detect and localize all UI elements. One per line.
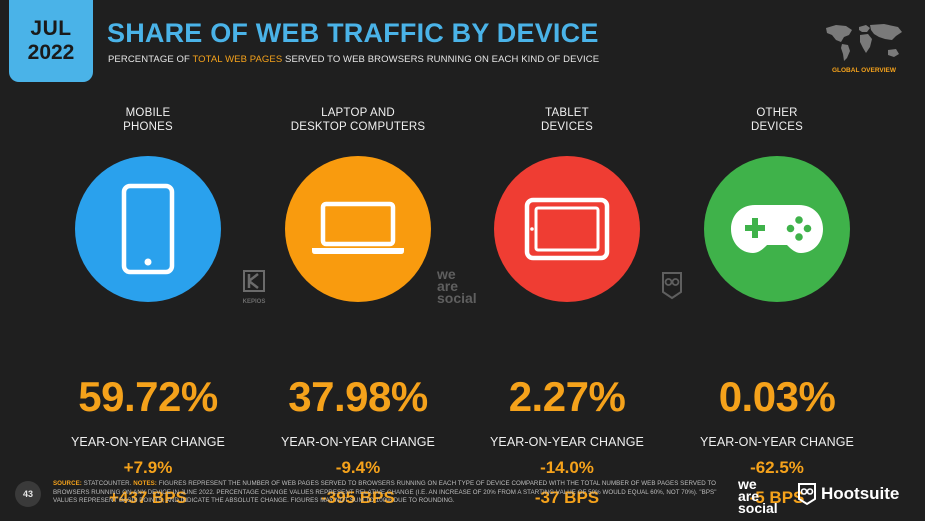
device-circle — [75, 156, 221, 302]
share-value: 59.72% — [78, 373, 218, 420]
global-overview-label: GLOBAL OVERVIEW — [831, 67, 897, 74]
world-map: GLOBAL OVERVIEW — [818, 20, 910, 80]
hootsuite-owl-watermark — [660, 270, 684, 305]
share-value: 2.27% — [508, 373, 626, 420]
subtitle-pre: PERCENTAGE OF — [108, 54, 193, 65]
page-subtitle: PERCENTAGE OF TOTAL WEB PAGES SERVED TO … — [108, 54, 599, 65]
device-label: LAPTOP AND DESKTOP COMPUTERS — [253, 106, 463, 136]
yoy-label: YEAR-ON-YEAR CHANGE — [280, 435, 435, 449]
device-circle — [494, 156, 640, 302]
hootsuite-logo-text: Hootsuite — [821, 484, 900, 503]
kepios-logo-icon — [243, 270, 265, 292]
world-map-icon — [826, 24, 902, 61]
yoy-bps: -5 BPS — [749, 488, 805, 507]
device-label: OTHER DEVICES — [672, 106, 882, 136]
gamepad-icon — [731, 205, 823, 253]
subtitle-highlight: TOTAL WEB PAGES — [192, 54, 283, 65]
device-label-line2: DEVICES — [751, 121, 803, 133]
yoy-bps: +437 BPS — [109, 488, 187, 507]
page-number: 43 — [15, 481, 41, 507]
was-line3: social — [437, 290, 477, 306]
device-circle — [285, 156, 431, 302]
page-title: SHARE OF WEB TRAFFIC BY DEVICE — [107, 18, 599, 48]
notes-text: FIGURES REPRESENT THE NUMBER OF WEB PAGE… — [53, 480, 717, 505]
device-column-other: OTHER DEVICES 0.03% YEAR-ON-YEAR CHANGE … — [672, 106, 882, 508]
owl-icon — [662, 272, 682, 300]
yoy-bps: -37 BPS — [534, 488, 600, 507]
badge-year: 2022 — [27, 41, 75, 64]
device-label-line2: DEVICES — [541, 121, 593, 133]
logo-was-line2: are — [738, 488, 760, 504]
logo-was-line1: we — [738, 476, 757, 492]
yoy-percent: -9.4% — [335, 458, 381, 477]
device-label-line2: DESKTOP COMPUTERS — [290, 121, 426, 133]
footnote: SOURCE: STATCOUNTER. NOTES: FIGURES REPR… — [53, 480, 721, 506]
smartphone-icon — [121, 183, 175, 275]
device-label-line1: TABLET — [545, 107, 589, 119]
tablet-icon — [524, 197, 610, 261]
badge-month: JUL — [30, 17, 72, 40]
was-line2: are — [437, 278, 459, 294]
device-label-line1: LAPTOP AND — [321, 107, 395, 119]
source-text: STATCOUNTER. — [81, 480, 134, 487]
subtitle-post: SERVED TO WEB BROWSERS RUNNING ON EACH K… — [282, 54, 600, 65]
yoy-label: YEAR-ON-YEAR CHANGE — [489, 435, 644, 449]
device-label-line1: OTHER — [756, 107, 798, 119]
device-column-tablet: TABLET DEVICES 2.27% YEAR-ON-YEAR CHANGE… — [462, 106, 672, 508]
device-label-line1: MOBILE — [125, 107, 171, 119]
device-column-mobile: MOBILE PHONES 59.72% YEAR-ON-YEAR CHANGE… — [43, 106, 253, 508]
device-label-line2: PHONES — [123, 121, 173, 133]
kepios-watermark: KEPIOS — [242, 270, 266, 305]
yoy-percent: +7.9% — [123, 458, 173, 477]
date-badge: JUL 2022 — [9, 0, 93, 82]
source-label: SOURCE: — [53, 480, 82, 487]
yoy-percent: -62.5% — [750, 458, 804, 477]
device-label: MOBILE PHONES — [43, 106, 253, 136]
device-column-laptop: LAPTOP AND DESKTOP COMPUTERS 37.98% YEAR… — [253, 106, 463, 508]
we-are-social-watermark: we are social — [437, 266, 477, 306]
hootsuite-logo: Hootsuite — [797, 482, 899, 506]
device-label: TABLET DEVICES — [462, 106, 672, 136]
notes-label: NOTES: — [133, 480, 157, 487]
was-line1: we — [437, 266, 456, 282]
owl-icon — [798, 483, 816, 506]
share-value: 0.03% — [718, 373, 836, 420]
yoy-label: YEAR-ON-YEAR CHANGE — [70, 435, 225, 449]
we-are-social-logo: we are social — [738, 476, 778, 516]
yoy-percent: -14.0% — [540, 458, 594, 477]
yoy-bps: -395 BPS — [321, 488, 395, 507]
laptop-icon — [312, 201, 404, 254]
device-circle — [704, 156, 850, 302]
kepios-watermark-text: KEPIOS — [242, 299, 266, 305]
logo-was-line3: social — [738, 500, 778, 516]
share-value: 37.98% — [288, 373, 428, 420]
yoy-label: YEAR-ON-YEAR CHANGE — [699, 435, 854, 449]
